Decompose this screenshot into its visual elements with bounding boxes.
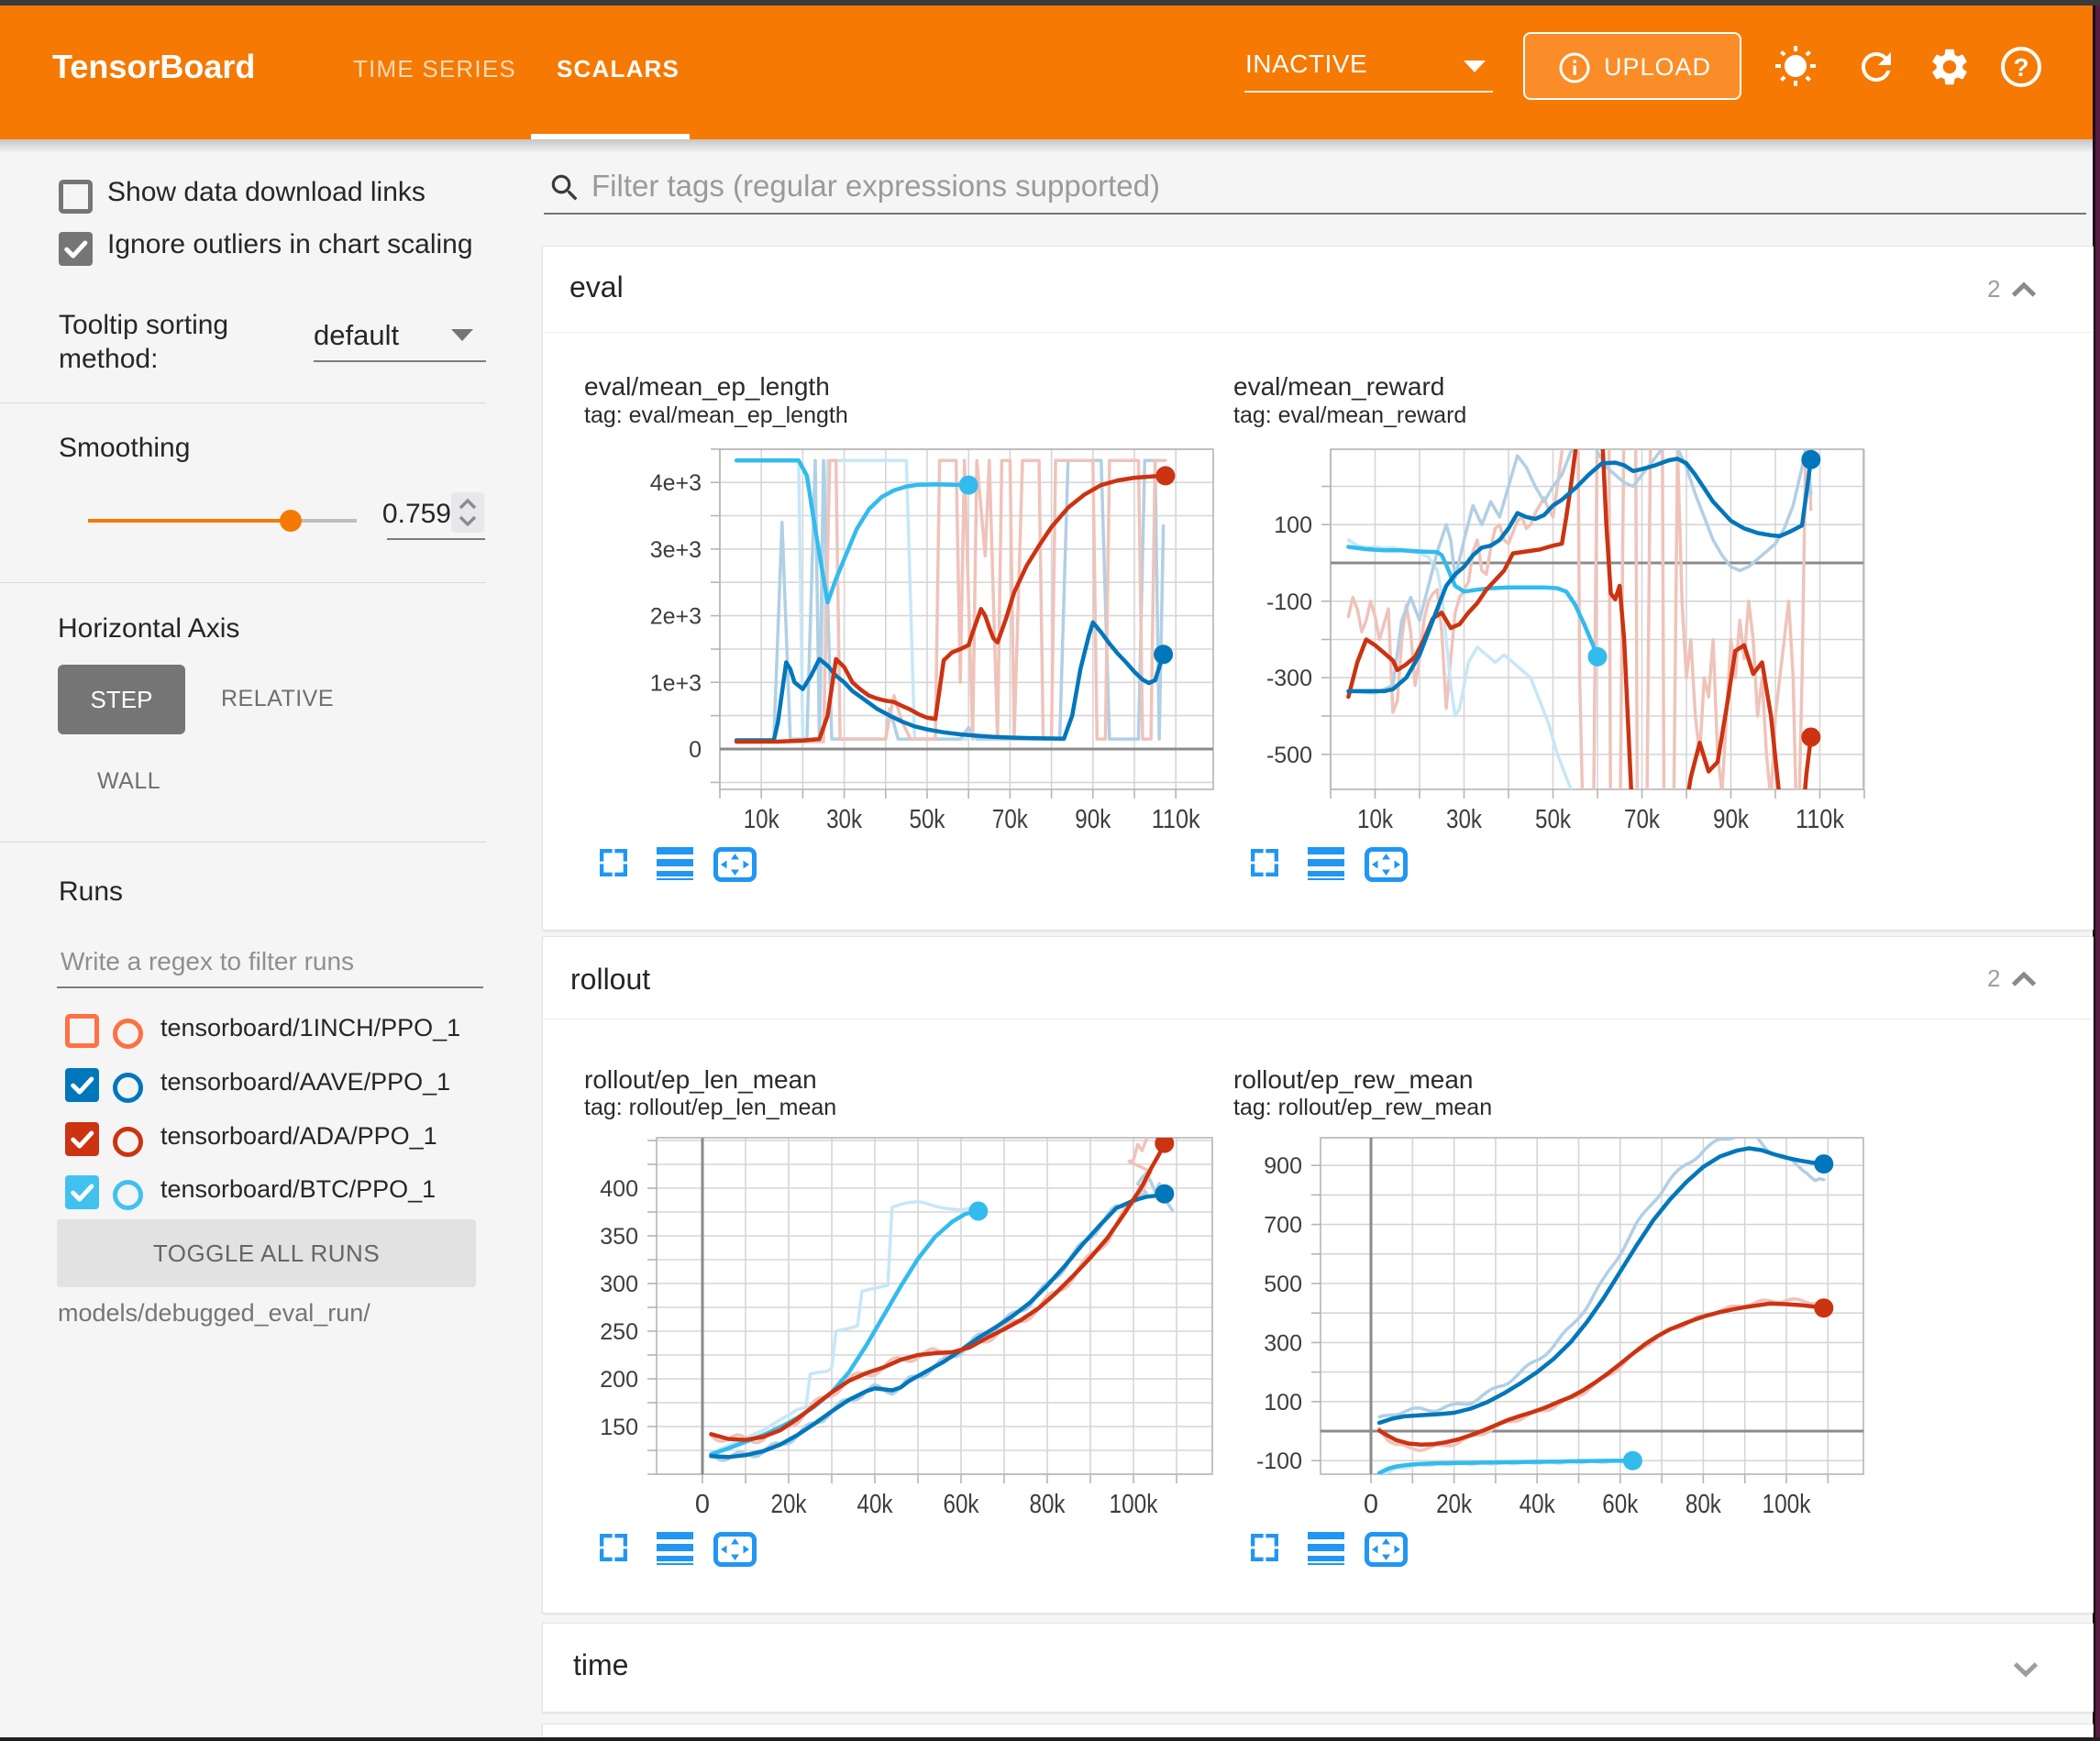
svg-text:100k: 100k: [1763, 1490, 1811, 1519]
svg-text:30k: 30k: [1446, 805, 1482, 834]
svg-text:-100: -100: [1266, 590, 1312, 615]
svg-text:3e+3: 3e+3: [650, 537, 702, 563]
svg-text:-100: -100: [1256, 1449, 1302, 1474]
svg-text:200: 200: [600, 1367, 638, 1393]
svg-text:350: 350: [600, 1224, 638, 1250]
svg-text:100: 100: [1274, 512, 1312, 538]
svg-text:2e+3: 2e+3: [650, 604, 702, 630]
svg-text:90k: 90k: [1075, 805, 1111, 834]
svg-text:50k: 50k: [910, 805, 945, 834]
svg-text:100k: 100k: [1110, 1490, 1158, 1519]
svg-text:70k: 70k: [992, 805, 1028, 834]
svg-text:80k: 80k: [1686, 1490, 1721, 1519]
svg-text:300: 300: [600, 1272, 638, 1297]
svg-text:100: 100: [1264, 1390, 1302, 1416]
svg-text:700: 700: [1264, 1213, 1302, 1239]
svg-text:500: 500: [1264, 1272, 1302, 1297]
svg-text:400: 400: [600, 1176, 638, 1202]
svg-text:110k: 110k: [1152, 805, 1200, 834]
svg-text:0: 0: [1364, 1490, 1378, 1519]
svg-text:20k: 20k: [771, 1490, 807, 1519]
svg-text:300: 300: [1264, 1330, 1302, 1356]
svg-text:70k: 70k: [1624, 805, 1660, 834]
svg-text:10k: 10k: [744, 805, 779, 834]
svg-text:?: ?: [2013, 53, 2028, 82]
svg-text:900: 900: [1264, 1153, 1302, 1179]
svg-text:150: 150: [600, 1415, 638, 1440]
svg-text:-300: -300: [1266, 666, 1312, 691]
svg-text:-500: -500: [1266, 743, 1312, 768]
svg-text:60k: 60k: [944, 1490, 979, 1519]
svg-text:80k: 80k: [1030, 1490, 1066, 1519]
svg-text:60k: 60k: [1602, 1490, 1638, 1519]
svg-text:10k: 10k: [1357, 805, 1393, 834]
svg-text:110k: 110k: [1796, 805, 1844, 834]
svg-text:4e+3: 4e+3: [650, 470, 702, 496]
svg-text:0: 0: [695, 1490, 710, 1519]
svg-text:20k: 20k: [1436, 1490, 1472, 1519]
svg-text:40k: 40k: [857, 1490, 893, 1519]
svg-text:250: 250: [600, 1319, 638, 1345]
svg-text:1e+3: 1e+3: [650, 670, 702, 696]
svg-text:50k: 50k: [1535, 805, 1571, 834]
svg-text:90k: 90k: [1713, 805, 1749, 834]
svg-text:40k: 40k: [1520, 1490, 1555, 1519]
svg-text:30k: 30k: [826, 805, 862, 834]
svg-text:0: 0: [689, 737, 702, 763]
